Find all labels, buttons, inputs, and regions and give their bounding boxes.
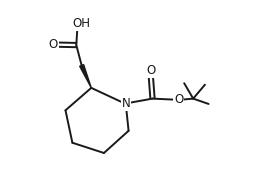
Text: O: O	[49, 38, 58, 51]
Text: OH: OH	[73, 17, 91, 30]
Text: O: O	[174, 93, 183, 106]
Text: O: O	[146, 64, 155, 77]
Polygon shape	[80, 65, 91, 88]
Text: N: N	[121, 97, 130, 110]
